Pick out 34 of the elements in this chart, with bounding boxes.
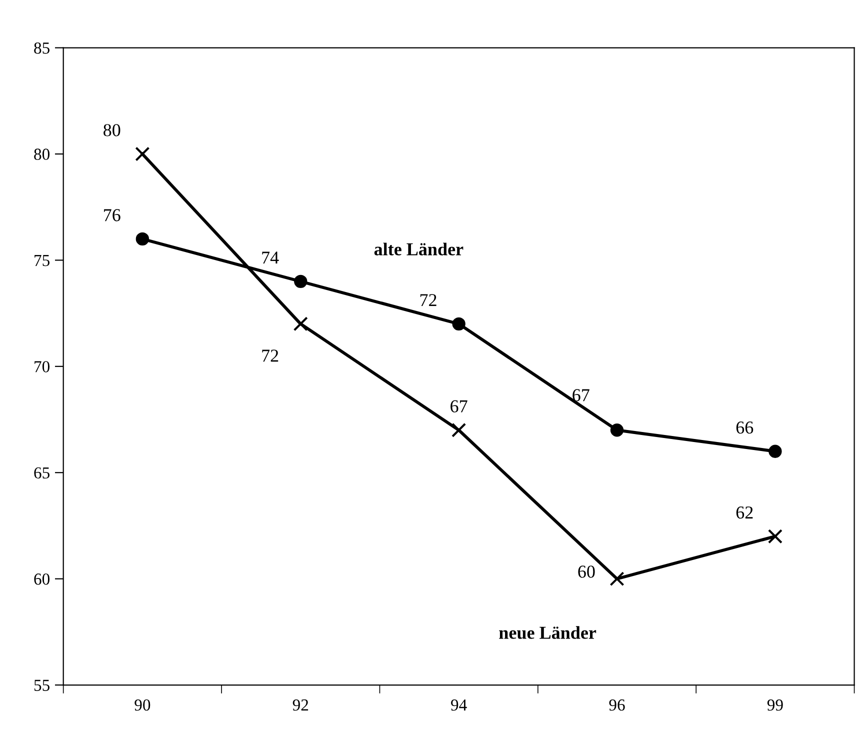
point: [136, 232, 150, 246]
data-label: 76: [104, 209, 120, 222]
data-label: 67: [572, 389, 590, 402]
x-tick-label: 90: [134, 699, 150, 711]
data-label: 80: [104, 124, 120, 136]
x-tick-label: 92: [292, 699, 308, 711]
y-tick-label: 75: [34, 255, 50, 266]
data-label: 66: [736, 422, 754, 434]
x-tick-label: 96: [609, 699, 625, 711]
data-label: 74: [262, 252, 279, 264]
point: [768, 529, 782, 544]
y-tick-label: 65: [34, 467, 50, 479]
x-tick-label: 99: [767, 699, 783, 711]
point: [294, 274, 308, 288]
point: [452, 422, 466, 438]
data-label: 67: [450, 400, 468, 412]
point: [768, 444, 782, 458]
y-tick-label: 80: [34, 148, 50, 160]
data-label: 62: [736, 506, 753, 519]
point: [293, 316, 308, 332]
y-tick-label: 55: [34, 680, 50, 691]
x-tick-label: 94: [451, 699, 467, 711]
y-tick-label: 85: [34, 42, 50, 54]
point: [610, 572, 624, 586]
data-label: 72: [262, 350, 278, 362]
point: [135, 146, 150, 162]
y-tick-label: 60: [34, 574, 50, 585]
y-tick-label: 70: [34, 361, 50, 372]
data-label: 60: [578, 566, 595, 578]
text: alte Länder: [374, 242, 464, 256]
point: [610, 424, 624, 437]
point: [452, 317, 466, 331]
data-label: 72: [420, 294, 436, 306]
text: neue Länder: [499, 626, 596, 639]
